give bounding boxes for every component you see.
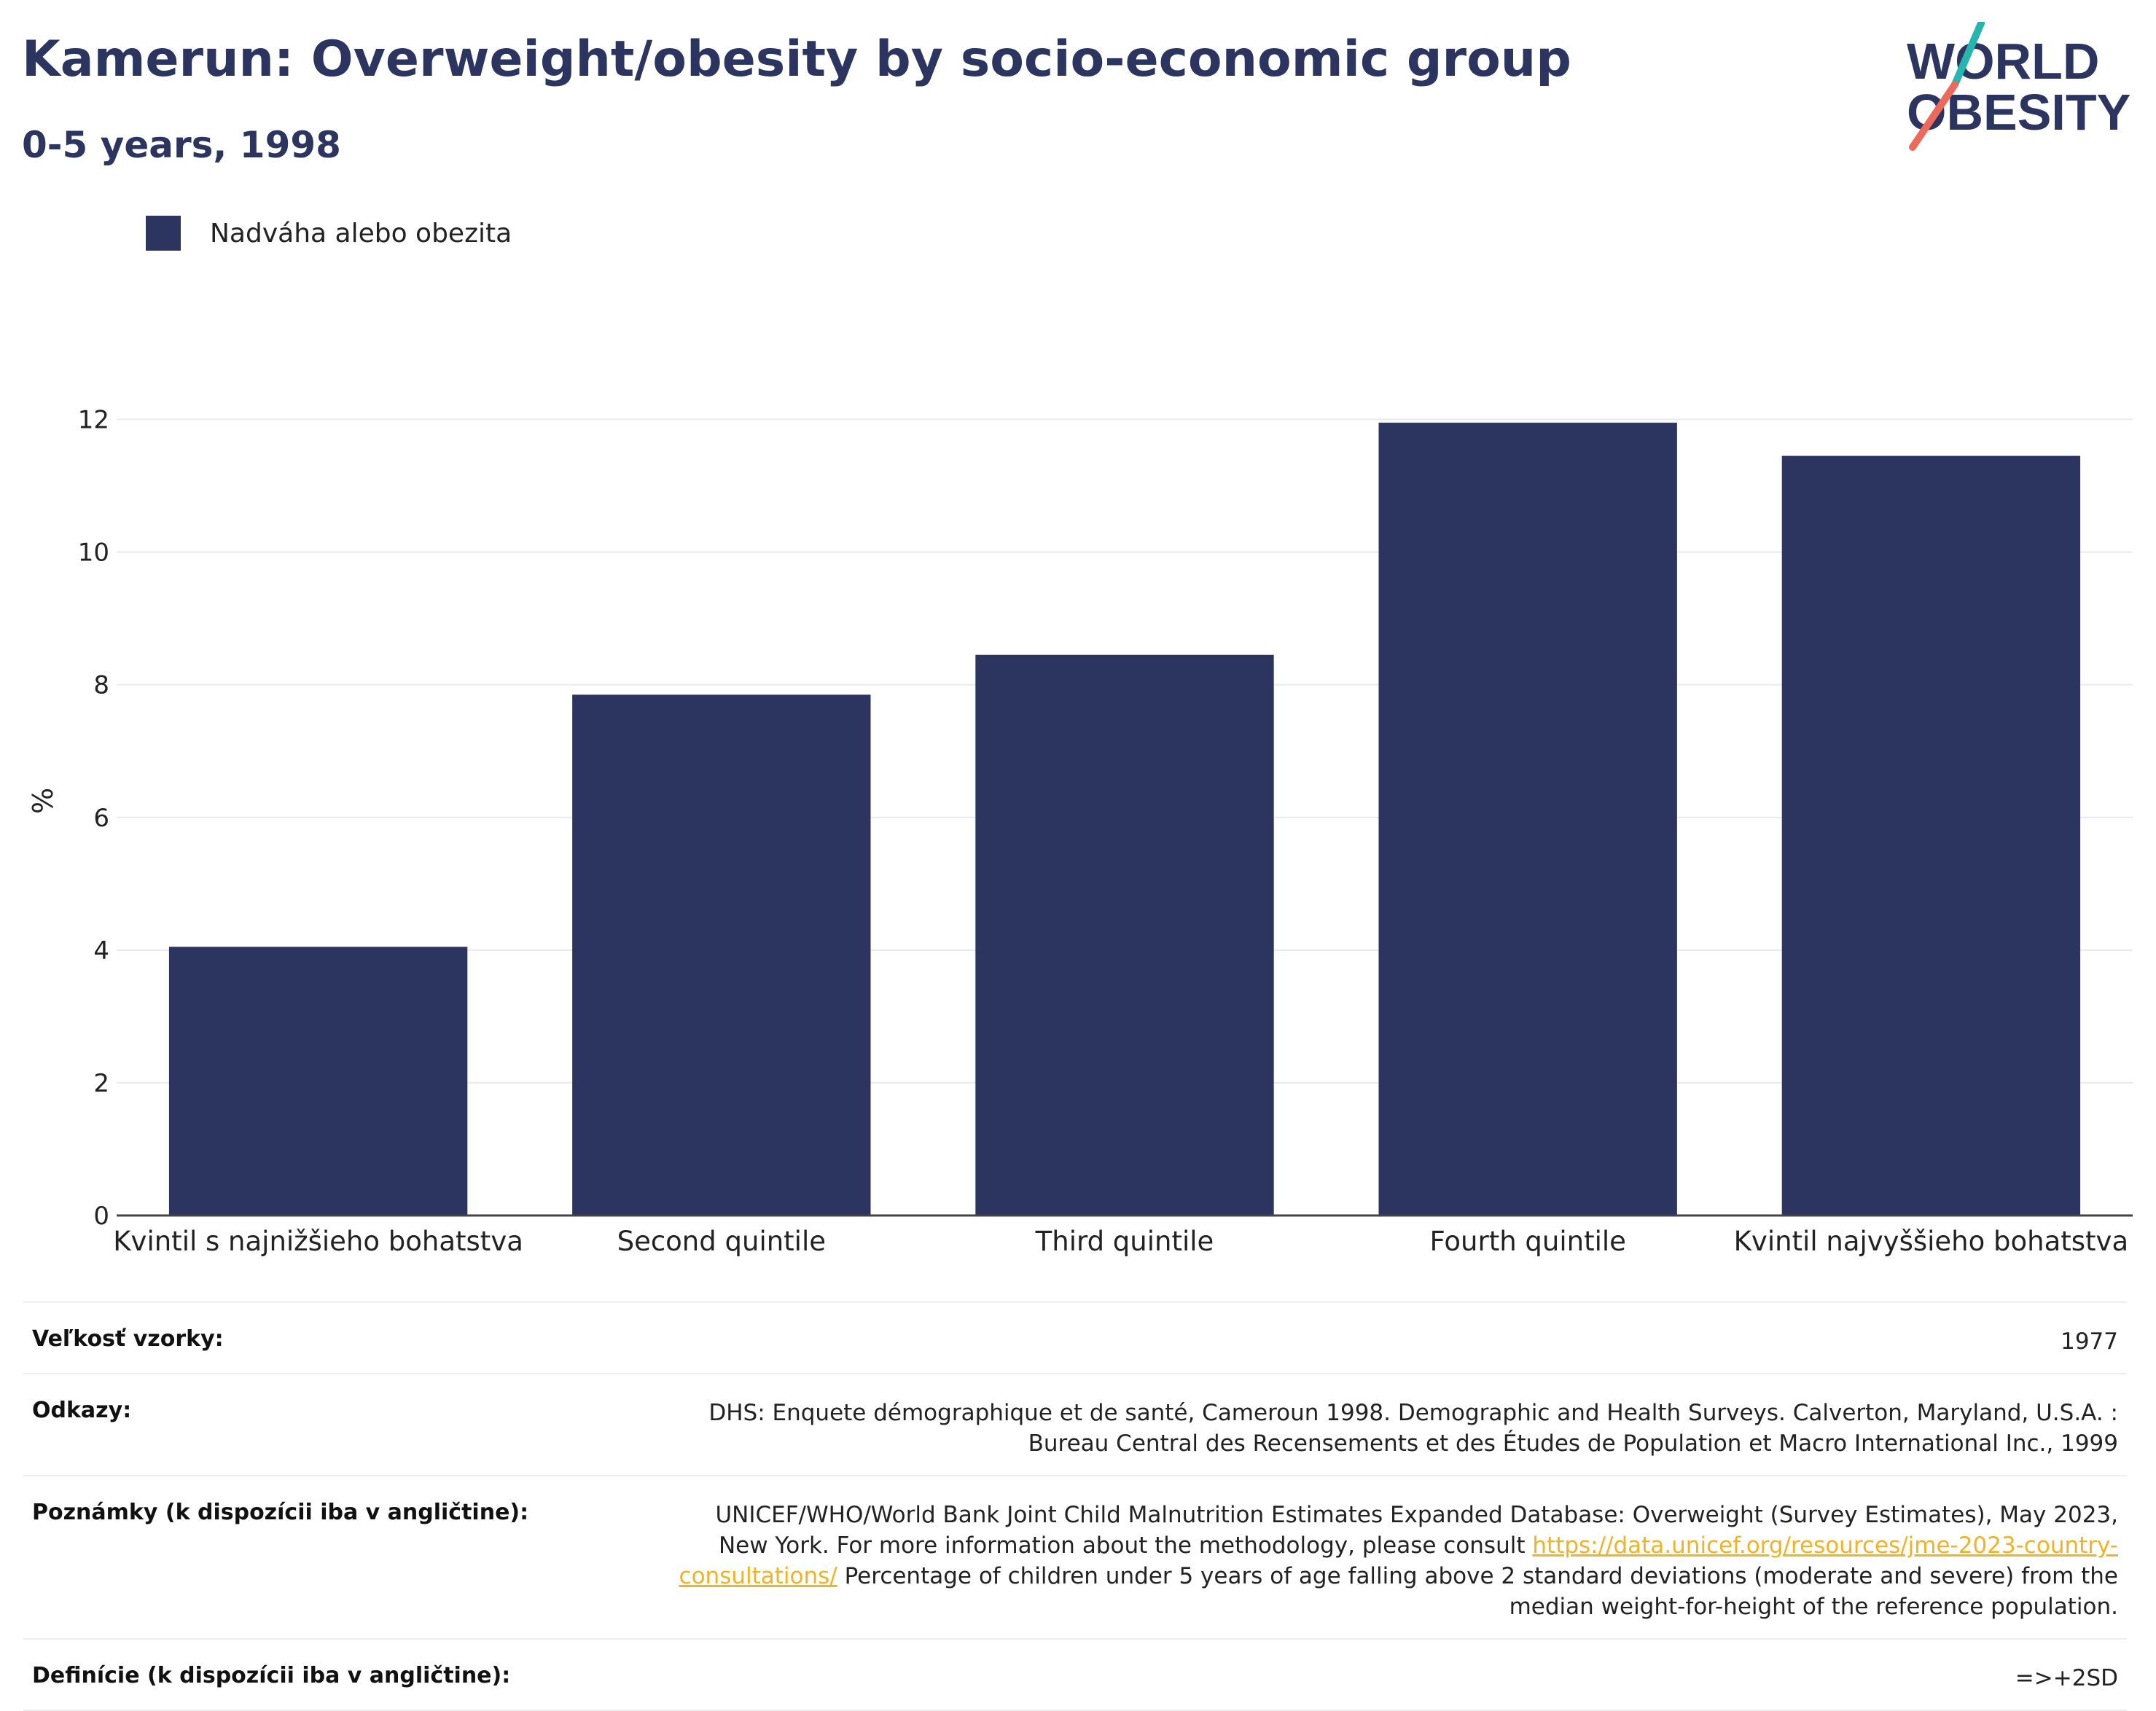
sample-size-label: Veľkosť vzorky: <box>32 1326 224 1352</box>
y-tick-label: 8 <box>93 671 109 700</box>
logo-text-world: WORLD <box>1907 33 2099 90</box>
info-table: Veľkosť vzorky: 1977 Odkazy: DHS: Enquet… <box>23 1301 2127 1711</box>
info-row-definitions: Definície (k dispozícii iba v angličtine… <box>23 1638 2127 1711</box>
bar <box>1781 455 2081 1215</box>
definitions-value: =>+2SD <box>2015 1665 2118 1691</box>
y-tick-label: 6 <box>93 804 109 833</box>
x-tick-label: Second quintile <box>617 1226 826 1257</box>
y-axis-label: % <box>27 788 59 814</box>
x-tick-label: Fourth quintile <box>1429 1226 1625 1257</box>
y-tick-label: 12 <box>78 406 109 435</box>
notes-text: UNICEF/WHO/World Bank Joint Child Malnut… <box>715 1502 2118 1559</box>
x-tick-label: Third quintile <box>1035 1226 1214 1257</box>
legend-label: Nadváha alebo obezita <box>210 218 512 248</box>
bar <box>1378 423 1677 1215</box>
chart-title: Kamerun: Overweight/obesity by socio-eco… <box>22 31 1571 88</box>
notes-definition-text: Percentage of children under 5 years of … <box>844 1563 2118 1620</box>
bar <box>168 947 468 1215</box>
logo-slash-bottom <box>1909 81 1958 151</box>
notes-label: Poznámky (k dispozícii iba v angličtine)… <box>32 1500 529 1525</box>
bar <box>572 694 871 1215</box>
x-tick-label: Kvintil najvyššieho bohatstva <box>1734 1226 2128 1257</box>
references-value: DHS: Enquete démographique et de santé, … <box>708 1400 2118 1457</box>
y-tick-label: 10 <box>78 539 109 568</box>
methodology-link[interactable]: https://data.unicef.org/resources/jme-20… <box>679 1532 2118 1589</box>
info-row-sample-size: Veľkosť vzorky: 1977 <box>23 1301 2127 1373</box>
logo-text-obesity: OBESITY <box>1907 84 2130 141</box>
references-label: Odkazy: <box>32 1398 132 1423</box>
legend[interactable]: Nadváha alebo obezita <box>146 216 512 251</box>
definitions-label: Definície (k dispozícii iba v angličtine… <box>32 1663 511 1688</box>
y-tick-label: 4 <box>93 936 109 966</box>
y-tick-label: 0 <box>93 1202 109 1231</box>
notes-value: UNICEF/WHO/World Bank Joint Child Malnut… <box>660 1500 2118 1622</box>
chart-subtitle: 0-5 years, 1998 <box>22 124 341 166</box>
x-tick-label: Kvintil s najnižšieho bohatstva <box>113 1226 523 1257</box>
logo-slash-top <box>1951 22 1985 88</box>
y-tick-label: 2 <box>93 1069 109 1098</box>
sample-size-value: 1977 <box>2061 1328 2118 1355</box>
legend-swatch <box>146 216 181 251</box>
info-row-notes: Poznámky (k dispozícii iba v angličtine)… <box>23 1475 2127 1638</box>
world-obesity-logo: WORLD OBESITY <box>1907 22 2130 151</box>
info-row-references: Odkazy: DHS: Enquete démographique et de… <box>23 1373 2127 1475</box>
bar <box>975 654 1274 1215</box>
bar-chart: 0 2 4 6 8 10 12% Kvintil s najnižšieho bohatstv… <box>27 406 2133 1257</box>
